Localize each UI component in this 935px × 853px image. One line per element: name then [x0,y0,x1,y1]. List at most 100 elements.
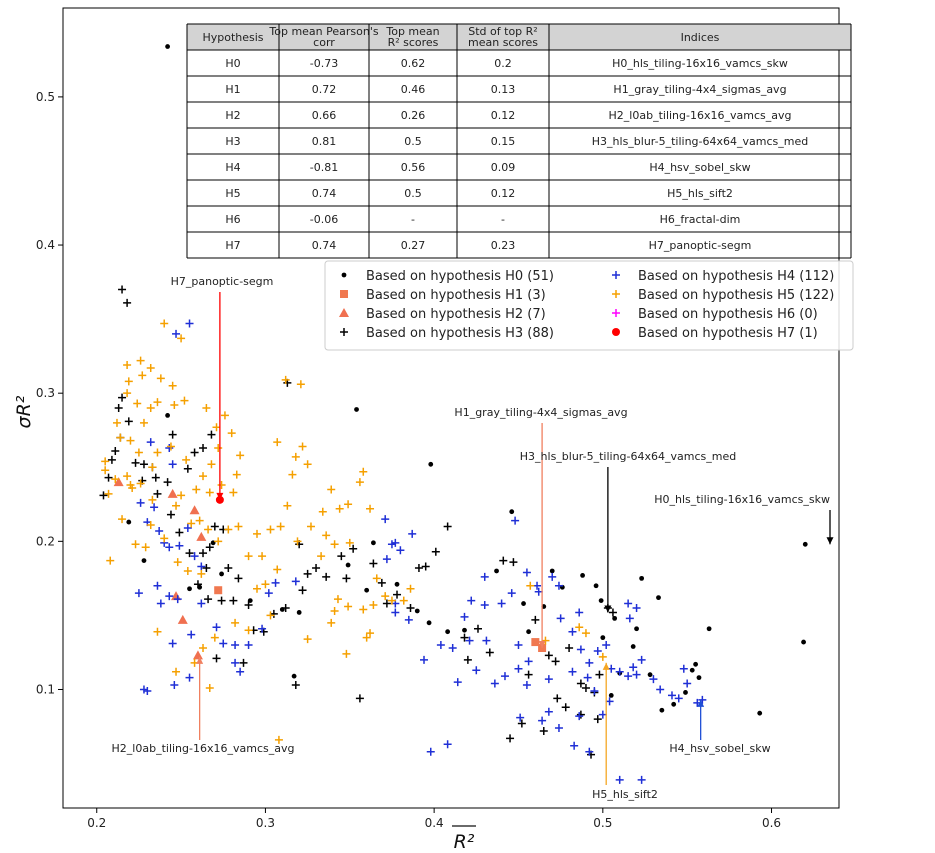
data-point-s5-100 [197,569,206,578]
data-point-s4-17 [165,592,174,601]
data-point-s5-112 [598,652,607,661]
data-point-s5-70 [345,538,354,547]
data-point-s0-0 [165,44,170,49]
data-point-s4-88 [538,716,547,725]
data-point-s5-38 [236,451,245,460]
data-point-s4-62 [554,581,563,590]
data-point-s3-48 [337,552,346,561]
data-point-s5-40 [217,481,226,490]
data-point-s4-24 [231,641,240,650]
data-point-s5-81 [406,584,415,593]
data-point-s4-87 [516,713,525,722]
data-point-s5-59 [288,470,297,479]
data-point-s0-32 [426,620,432,626]
data-point-s4-50 [465,636,474,645]
data-point-s0-38 [345,562,351,568]
annotation-label: H3_hls_blur-5_tiling-64x64_vamcs_med [520,450,736,463]
data-point-s4-19 [197,599,206,608]
data-point-s3-15 [153,489,162,498]
data-point-s5-37 [227,429,236,438]
table-cell-text: 0.12 [491,109,516,122]
data-point-s4-5 [136,498,145,507]
data-point-s5-48 [253,529,261,538]
data-point-s3-26 [190,448,199,457]
legend: Based on hypothesis H0 (51) Based on hypo… [324,260,854,351]
data-point-s3-36 [244,601,253,610]
data-point-s5-68 [335,504,344,513]
data-point-s5-53 [293,537,302,546]
data-point-s3-64 [485,648,494,657]
data-point-s4-74 [632,670,641,679]
data-point-s2-2 [189,505,200,515]
annotation-label: H7_panoptic-segm [171,275,274,288]
data-point-s3-73 [581,684,590,692]
data-point-s0-1 [354,407,359,412]
data-point-s4-105 [590,686,599,695]
data-point-s4-110 [679,664,688,673]
table-cell-text: H7_panoptic-segm [649,239,752,252]
table-cell-text: 0.15 [491,135,516,148]
data-point-s4-10 [165,543,174,552]
data-point-s4-35 [143,686,152,695]
legend-entry-3: Based on hypothesis H3 (88) [340,326,554,341]
data-point-s3-49 [342,574,351,583]
data-point-s3-22 [210,522,219,531]
data-point-s0-49 [291,673,297,679]
data-point-s5-118 [126,481,135,490]
data-point-s4-33 [170,681,179,690]
table-cell-text: H7 [225,239,240,252]
data-point-s5-96 [131,540,140,549]
data-point-s3-54 [382,599,391,608]
data-point-s5-76 [366,504,375,513]
data-point-s5-111 [362,633,371,642]
data-point-s2-5 [177,614,188,624]
data-point-s5-19 [134,448,143,457]
data-point-s3-80 [561,703,570,712]
data-point-s3-81 [553,694,562,703]
legend-marker [340,328,348,336]
data-point-s0-45 [126,519,132,525]
data-point-s4-42 [408,529,417,538]
table-cell-text: 0.5 [404,135,422,148]
data-point-s5-102 [160,534,169,543]
data-point-s4-108 [632,604,641,612]
data-point-s4-97 [426,747,435,756]
table-cell-text: - [411,213,415,226]
data-point-s4-14 [197,562,206,571]
data-point-s4-100 [472,666,481,675]
data-point-s4-67 [576,645,585,654]
data-point-s5-121 [146,521,155,530]
table-cell-text: Hypothesis [202,31,263,44]
data-point-s4-89 [544,707,553,716]
data-point-s4-82 [698,695,707,704]
data-point-s5-9 [123,389,132,398]
table-cell-text: - [501,213,505,226]
annotation-label: H1_gray_tiling-4x4_sigmas_avg [454,406,627,419]
data-point-s5-87 [231,618,240,627]
data-point-s5-97 [141,543,150,552]
annotation-arrowhead [216,492,224,500]
data-point-s4-76 [649,675,658,684]
data-point-s5-33 [214,444,223,452]
data-point-s3-70 [551,657,560,666]
legend-marker [340,290,348,298]
table-cell-text: -0.73 [310,57,338,70]
legend-marker [612,290,620,298]
data-point-s4-68 [585,658,594,667]
data-point-s4-51 [482,636,491,645]
table-cell-text: H3_hls_blur-5_tiling-64x64_vamcs_med [592,135,808,148]
data-point-s5-30 [177,491,186,500]
data-point-s5-31 [199,472,208,481]
data-point-s0-36 [371,540,376,546]
table-cell-text: Std of top R² [468,25,537,38]
table-cell-text: H5 [225,187,240,200]
data-point-s4-44 [404,615,413,624]
table-cell-text: 0.81 [312,135,337,148]
data-point-s5-64 [322,531,331,540]
data-point-s5-69 [344,500,353,509]
points-layer [99,44,808,784]
data-point-s3-24 [224,564,233,572]
data-point-s3-86 [239,658,248,667]
data-point-s0-17 [598,598,604,603]
data-point-s4-83 [602,641,611,650]
